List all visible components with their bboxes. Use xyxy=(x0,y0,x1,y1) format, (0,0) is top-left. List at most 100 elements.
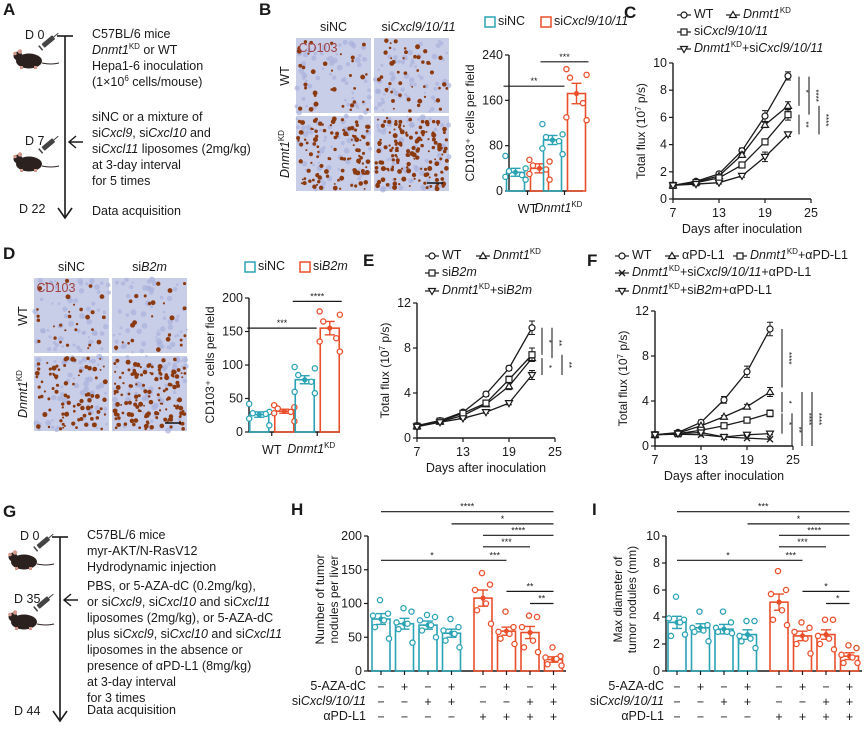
stained-cell xyxy=(99,407,103,411)
chart-H-data-point xyxy=(542,654,549,661)
micrograph-nucleus xyxy=(400,59,406,65)
stained-cell xyxy=(132,320,138,325)
chart-C-legend-label: siCxcl9/10/11 xyxy=(694,24,769,38)
stained-cell xyxy=(352,144,355,147)
stained-cell xyxy=(384,87,389,92)
stained-cell xyxy=(425,130,428,133)
stained-cell xyxy=(380,177,386,183)
chart-I-data-point xyxy=(736,632,743,640)
micrograph-nucleus xyxy=(419,76,424,80)
stained-cell xyxy=(318,185,324,190)
stained-cell xyxy=(413,157,416,160)
stained-cell xyxy=(312,137,318,143)
stained-cell xyxy=(146,421,150,425)
stained-cell xyxy=(310,69,316,75)
chart-D-data-point xyxy=(319,318,327,325)
chart-B-legend-label: siNC xyxy=(498,14,526,28)
micrograph-nucleus xyxy=(409,64,413,68)
chart-I-treatment-sign: − xyxy=(673,710,680,724)
micrograph-nucleus xyxy=(321,180,327,186)
stained-cell xyxy=(365,73,368,76)
stained-cell xyxy=(395,158,400,163)
stained-cell xyxy=(329,124,333,127)
chart-I-treatment-sign: + xyxy=(799,680,806,694)
micrograph-nucleus xyxy=(431,53,438,60)
mouse-icon xyxy=(13,49,60,69)
chart-C-marker xyxy=(668,182,678,191)
stained-cell xyxy=(384,38,389,43)
chart-I-significance-label: *** xyxy=(758,502,769,512)
chart-F-marker xyxy=(765,430,775,439)
chart-I-data-point xyxy=(854,659,861,667)
micrograph-nucleus xyxy=(436,152,442,158)
syringe-plunger xyxy=(38,45,44,51)
micrograph-nucleus xyxy=(126,293,131,299)
stained-cell xyxy=(179,343,183,347)
chart-H-treatment-sign: − xyxy=(424,710,431,724)
chart-B-legend-label: siCxcl9/10/11 xyxy=(554,14,629,28)
chart-I-data-point xyxy=(728,629,736,637)
stained-cell xyxy=(47,425,51,429)
chart-I-data-point xyxy=(672,593,680,601)
stained-cell xyxy=(400,167,404,170)
chart-D-data-point xyxy=(245,400,253,408)
chart-F-significance-label: **** xyxy=(784,352,793,364)
chart-I-treatment-sign: + xyxy=(799,710,806,724)
stained-cell xyxy=(439,146,442,149)
chart-I-treatment-sign: − xyxy=(744,710,751,724)
micrograph-nucleus xyxy=(304,79,308,83)
chart-H-data-point xyxy=(408,608,415,615)
stained-cell xyxy=(417,98,423,104)
stained-cell xyxy=(180,372,183,375)
stained-cell xyxy=(377,118,379,121)
chart-I-treatment-sign: + xyxy=(775,710,782,724)
chart-E-y-axis-label: Total flux (107 p/s) xyxy=(378,323,393,419)
micrograph-nucleus xyxy=(357,176,362,181)
micrograph-tile xyxy=(32,278,112,353)
micrograph-nucleus xyxy=(386,158,389,162)
stained-cell xyxy=(53,336,57,340)
stained-cell xyxy=(440,170,444,174)
chart-I-bar xyxy=(769,601,789,672)
chart-B-data-point xyxy=(546,158,553,165)
chart-I-y-tick-label: 4 xyxy=(653,610,660,624)
chart-C-legend-label: WT xyxy=(694,7,714,21)
chart-I-treatment-sign: − xyxy=(697,695,704,709)
stained-cell xyxy=(348,74,352,78)
mouse-ear xyxy=(12,550,18,555)
stained-cell xyxy=(54,389,59,394)
chart-I-data-point xyxy=(825,635,833,642)
stained-cell xyxy=(135,399,138,402)
chart-B-data-point xyxy=(546,176,553,183)
micrograph-nucleus xyxy=(158,398,165,404)
stained-cell xyxy=(134,293,139,299)
chart-C-marker xyxy=(691,180,701,189)
stained-cell xyxy=(160,402,164,405)
stained-cell xyxy=(162,302,166,305)
stained-cell xyxy=(312,142,317,146)
stained-cell xyxy=(48,372,52,376)
micrograph-nucleus xyxy=(156,331,161,337)
stained-cell xyxy=(95,416,100,420)
stained-cell xyxy=(377,142,382,147)
micrograph-nucleus xyxy=(149,276,155,283)
panel-letter-f: F xyxy=(587,251,598,270)
micrograph-nucleus xyxy=(425,178,431,184)
chart-H-treatment-sign: + xyxy=(550,695,557,709)
stained-cell xyxy=(392,133,398,139)
chart-C-legend-label: Dnmt1KD+siCxcl9/10/11 xyxy=(694,39,824,55)
stained-cell xyxy=(302,181,307,186)
stained-cell xyxy=(127,392,131,396)
stained-cell xyxy=(91,328,94,332)
chart-I-significance-label: * xyxy=(797,514,801,524)
stained-cell xyxy=(94,393,100,399)
stained-cell xyxy=(349,108,353,111)
chart-B-x-tick-label: Dnmt1KD xyxy=(534,199,583,215)
stained-cell xyxy=(308,152,313,157)
micrograph-nucleus xyxy=(406,115,409,118)
timeline-A-step-text: for 5 times xyxy=(92,174,151,188)
stained-cell xyxy=(61,416,65,419)
micrograph-nucleus xyxy=(174,317,179,323)
micrograph-nucleus xyxy=(141,396,147,401)
micrograph-nucleus xyxy=(327,55,334,62)
